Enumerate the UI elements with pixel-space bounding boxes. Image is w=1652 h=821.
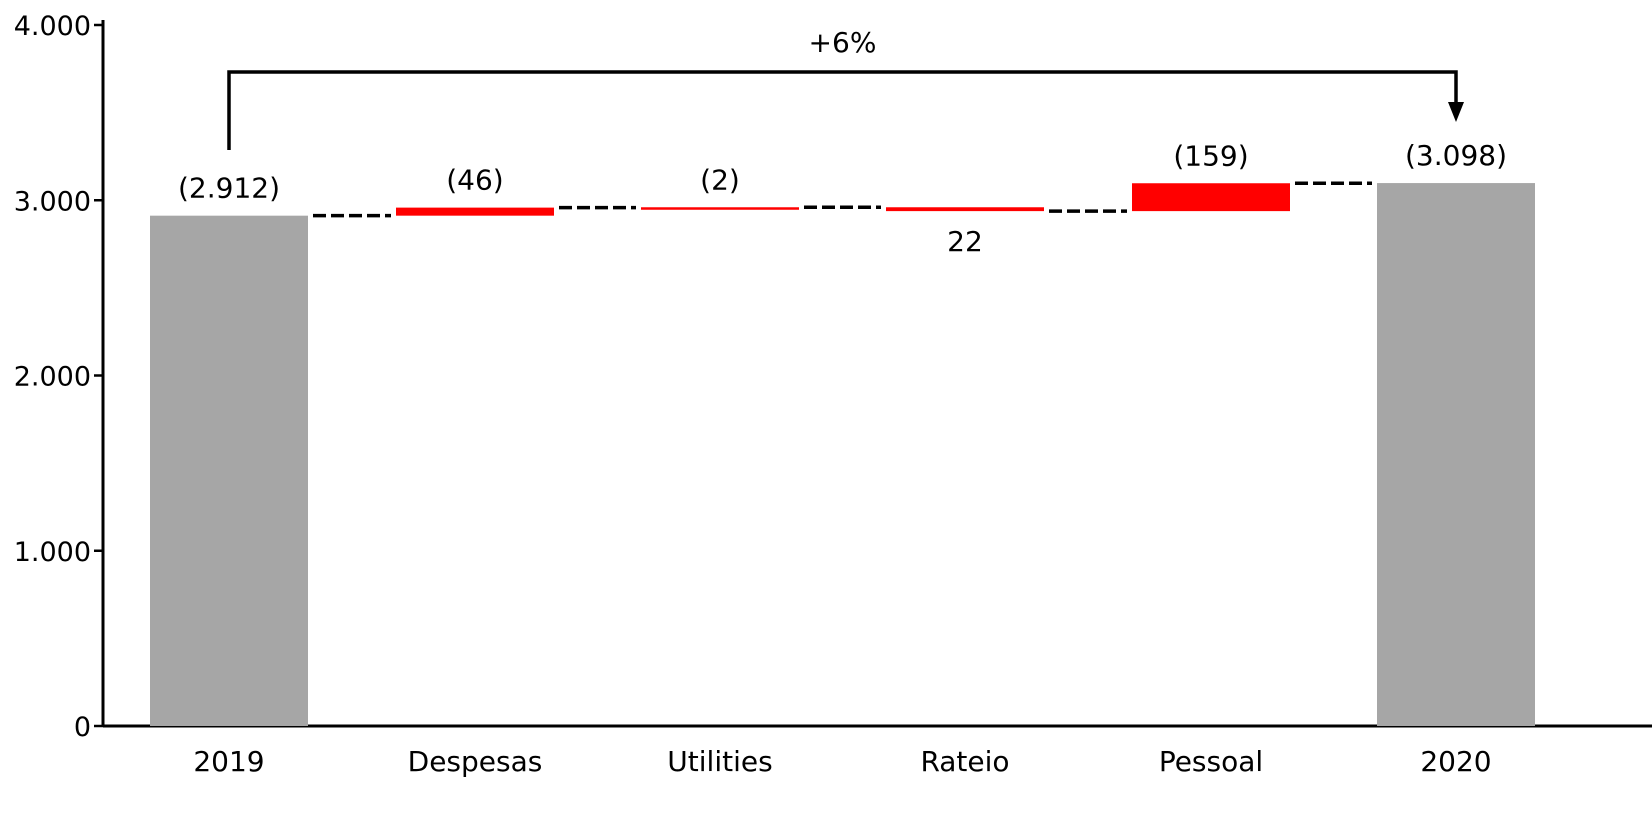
data-label: (2) <box>700 163 740 196</box>
x-tick-label: Rateio <box>920 745 1009 778</box>
x-tick-label: Despesas <box>408 745 543 778</box>
bar-2019 <box>150 215 308 726</box>
axes-layer: 0 1.000 2.000 3.000 4.000 2019 Despesas Utiliti… <box>14 11 1652 778</box>
labels-layer: (2.912) (46) (2) 22 (159) (3.098) <box>178 139 1507 258</box>
annotation-arrowhead <box>1448 102 1464 122</box>
x-tick-label: 2020 <box>1420 745 1491 778</box>
annotation-label: +6% <box>809 26 877 59</box>
bar-pessoal <box>1132 183 1290 212</box>
data-label: (159) <box>1173 139 1248 172</box>
data-label: (46) <box>446 164 503 197</box>
data-label: (3.098) <box>1405 139 1507 172</box>
x-tick-label: Pessoal <box>1159 745 1263 778</box>
x-tick-label: Utilities <box>667 745 772 778</box>
bars-layer <box>150 183 1535 726</box>
x-tick-label: 2019 <box>193 745 264 778</box>
connectors-layer <box>313 181 1372 218</box>
annotation-layer: +6% <box>227 26 1464 150</box>
annotation-bracket <box>227 70 1458 150</box>
data-label: (2.912) <box>178 172 280 205</box>
bar-rateio <box>886 207 1044 212</box>
y-tick-label: 1.000 <box>14 537 91 568</box>
data-label: 22 <box>947 225 983 258</box>
bar-despesas <box>396 207 554 216</box>
y-tick-label: 0 <box>74 712 91 743</box>
y-tick-label: 2.000 <box>14 362 91 393</box>
bar-utilities <box>641 207 799 210</box>
bar-2020 <box>1377 183 1535 726</box>
y-tick-label: 4.000 <box>14 11 91 42</box>
y-tick-label: 3.000 <box>14 186 91 217</box>
